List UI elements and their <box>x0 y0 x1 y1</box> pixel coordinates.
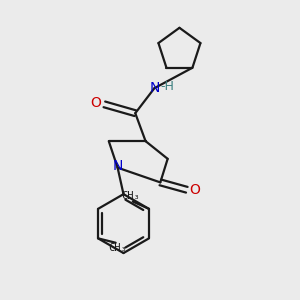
Text: N: N <box>149 81 160 95</box>
Text: O: O <box>190 183 200 197</box>
Text: -H: -H <box>161 80 175 93</box>
Text: CH₃: CH₃ <box>121 191 140 201</box>
Text: CH₃: CH₃ <box>109 243 128 253</box>
Text: O: O <box>91 97 102 110</box>
Text: N: N <box>112 159 123 173</box>
